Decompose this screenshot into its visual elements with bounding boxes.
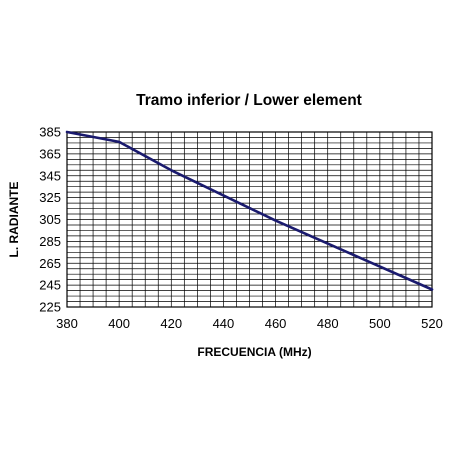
x-tick-label: 460 — [265, 316, 287, 331]
x-tick-labels: 380 400 420 440 460 480 500 520 — [56, 316, 443, 331]
x-tick-label: 420 — [160, 316, 182, 331]
y-tick-label: 345 — [39, 168, 61, 183]
series — [65, 130, 434, 291]
y-axis-title: L. RADIANTE — [7, 182, 21, 258]
y-tick-label: 245 — [39, 278, 61, 293]
y-tick-label: 385 — [39, 125, 61, 140]
chart-title: Tramo inferior / Lower element — [136, 92, 362, 109]
y-tick-label: 305 — [39, 212, 61, 227]
x-tick-label: 380 — [56, 316, 78, 331]
y-tick-labels: 225 245 265 285 305 325 345 365 385 — [39, 125, 61, 315]
y-tick-label: 225 — [39, 300, 61, 315]
x-tick-label: 500 — [369, 316, 391, 331]
y-tick-label: 265 — [39, 256, 61, 271]
x-tick-label: 440 — [213, 316, 235, 331]
x-axis-title: FRECUENCIA (MHz) — [197, 345, 311, 359]
x-tick-label: 520 — [421, 316, 443, 331]
x-tick-label: 480 — [317, 316, 339, 331]
plot-frame — [66, 131, 433, 308]
y-tick-label: 365 — [39, 146, 61, 161]
series-line — [65, 130, 434, 291]
y-tick-label: 285 — [39, 234, 61, 249]
x-tick-label: 400 — [108, 316, 130, 331]
y-tick-label: 325 — [39, 190, 61, 205]
grid — [67, 132, 432, 307]
